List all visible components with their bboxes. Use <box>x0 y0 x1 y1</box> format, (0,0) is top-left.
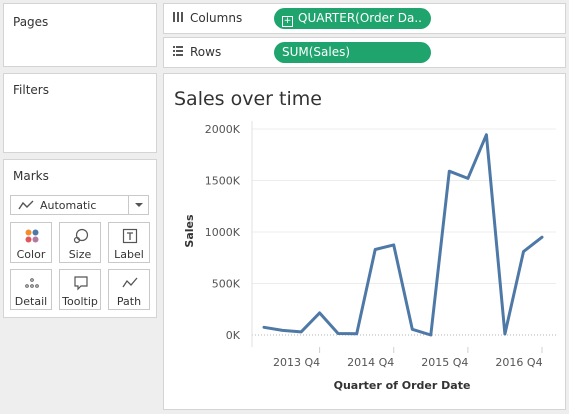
filters-pane[interactable]: Filters <box>3 73 157 153</box>
pages-title: Pages <box>13 15 49 29</box>
path-icon <box>122 277 138 288</box>
chart-title: Sales over time <box>174 88 322 110</box>
rows-pill[interactable]: SUM(Sales) <box>274 42 431 63</box>
rows-label: Rows <box>190 45 222 59</box>
path-button[interactable]: Path <box>108 269 150 310</box>
tooltip-label: Tooltip <box>62 295 98 308</box>
rows-shelf[interactable]: Rows SUM(Sales) <box>163 37 566 68</box>
x-tick-label: 2013 Q4 <box>273 356 320 369</box>
mark-type-dropdown[interactable]: Automatic <box>10 195 149 215</box>
y-axis-title: Sales <box>183 214 196 248</box>
detail-button[interactable]: Detail <box>10 269 52 310</box>
filters-title: Filters <box>13 83 49 97</box>
rows-icon <box>172 45 186 59</box>
x-tick-label: 2015 Q4 <box>421 356 468 369</box>
line-chart-icon <box>18 200 34 210</box>
label-button[interactable]: Label <box>108 222 150 263</box>
chevron-down-icon[interactable] <box>128 196 148 214</box>
columns-label: Columns <box>190 11 243 25</box>
y-tick-label: 1000K <box>205 226 241 239</box>
color-button[interactable]: Color <box>10 222 52 263</box>
y-tick-label: 500K <box>212 278 241 291</box>
pages-pane[interactable]: Pages <box>3 3 157 67</box>
label-label: Label <box>114 248 144 261</box>
detail-label: Detail <box>14 295 48 308</box>
size-label: Size <box>68 248 92 261</box>
x-tick-label: 2016 Q4 <box>495 356 542 369</box>
color-label: Color <box>16 248 46 261</box>
expand-icon[interactable]: + <box>282 16 293 27</box>
columns-pill[interactable]: + QUARTER(Order Da.. <box>274 8 431 29</box>
color-icon <box>25 229 39 243</box>
y-tick-label: 1500K <box>205 175 241 188</box>
tooltip-button[interactable]: Tooltip <box>59 269 101 310</box>
size-button[interactable]: Size <box>59 222 101 263</box>
x-axis-title: Quarter of Order Date <box>334 379 471 392</box>
sales-series-line <box>262 133 544 337</box>
y-tick-label: 2000K <box>205 123 241 136</box>
label-icon <box>122 228 138 244</box>
y-tick-label: 0K <box>226 329 241 342</box>
mark-type-label: Automatic <box>40 199 97 212</box>
columns-icon <box>172 11 186 25</box>
columns-shelf[interactable]: Columns + QUARTER(Order Da.. <box>163 3 566 34</box>
rows-pill-label: SUM(Sales) <box>282 45 351 59</box>
marks-title: Marks <box>13 169 49 183</box>
columns-pill-label: QUARTER(Order Da.. <box>298 11 422 25</box>
x-tick-label: 2014 Q4 <box>347 356 394 369</box>
detail-icon <box>25 278 39 288</box>
path-label: Path <box>116 295 142 308</box>
tooltip-icon <box>74 276 88 291</box>
size-icon <box>73 228 89 244</box>
